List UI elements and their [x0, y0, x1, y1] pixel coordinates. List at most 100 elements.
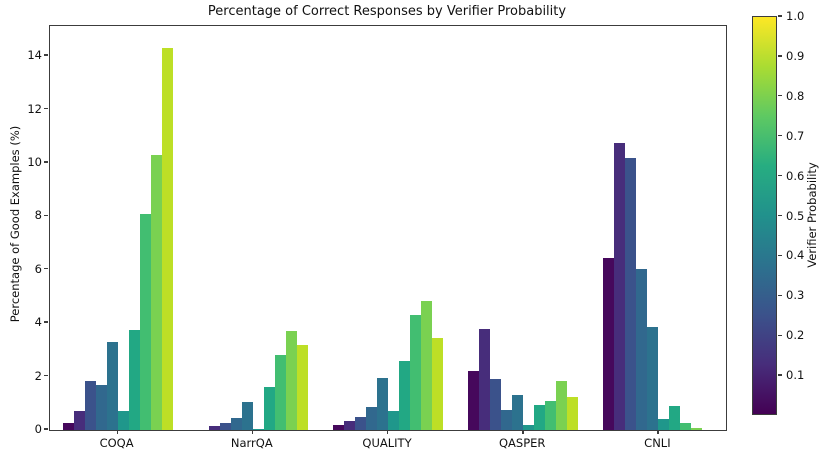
y-tick-mark — [44, 428, 48, 430]
y-tick-label-0: 0 — [34, 422, 42, 436]
bar-COQA-p0.25 — [84, 380, 96, 430]
bar-CNLI-p0.15 — [614, 143, 626, 430]
bar-QASPER-p0.35 — [501, 410, 513, 430]
bar-NarrQA-p0.25 — [219, 423, 231, 430]
bar-QUALITY-p0.75 — [410, 315, 421, 430]
bar-QUALITY-p0.15 — [344, 420, 355, 430]
colorbar-tick-mark — [778, 174, 782, 177]
y-tick-mark — [44, 374, 48, 377]
bar-CNLI-p0.45 — [647, 327, 659, 430]
colorbar-tick-mark — [778, 294, 782, 296]
bar-QUALITY-p0.55 — [388, 411, 399, 430]
bar-QUALITY-p0.25 — [355, 416, 366, 430]
y-tick-mark — [44, 268, 48, 270]
bar-CNLI-p0.85 — [691, 428, 703, 430]
colorbar-label: Verifier Probability — [805, 162, 819, 268]
bar-NarrQA-p0.35 — [230, 418, 242, 430]
x-tick-label-QUALITY: QUALITY — [362, 436, 412, 450]
colorbar-tick-label-0.4: 0.4 — [786, 248, 805, 263]
bar-COQA-p0.35 — [95, 384, 107, 430]
y-tick-mark — [44, 161, 48, 163]
bar-COQA-p0.75 — [139, 213, 151, 430]
colorbar-tick-label-0.6: 0.6 — [786, 168, 805, 183]
bar-COQA-p0.55 — [117, 411, 129, 430]
y-tick-label-6: 6 — [34, 261, 42, 276]
bar-QASPER-p0.95 — [567, 396, 579, 430]
bar-QASPER-p0.85 — [556, 380, 568, 430]
colorbar-tick-mark — [778, 95, 782, 97]
colorbar-tick-mark — [778, 374, 782, 376]
chart-title: Percentage of Correct Responses by Verif… — [207, 4, 567, 19]
y-tick-mark — [44, 54, 48, 56]
y-tick-label-4: 4 — [34, 315, 42, 330]
x-tick-mark — [657, 430, 659, 434]
colorbar-tick-label-0.3: 0.3 — [786, 288, 805, 303]
colorbar-tick-mark — [778, 334, 782, 336]
x-tick-label-NarrQA: NarrQA — [230, 436, 273, 450]
bar-COQA-p0.85 — [150, 155, 162, 430]
colorbar-tick-label-0.8: 0.8 — [786, 88, 805, 103]
colorbar-tick-mark — [778, 135, 782, 137]
bar-QASPER-p0.45 — [512, 395, 524, 430]
colorbar-tick-label-0.9: 0.9 — [786, 48, 805, 63]
colorbar — [752, 16, 777, 415]
y-tick-mark — [44, 107, 48, 110]
y-tick-label-2: 2 — [34, 368, 42, 383]
y-tick-label-12: 12 — [27, 101, 42, 116]
bar-QUALITY-p0.35 — [366, 407, 377, 430]
colorbar-tick-label-0.7: 0.7 — [786, 128, 805, 143]
bar-QASPER-p0.15 — [479, 328, 491, 430]
x-tick-label-QASPER: QASPER — [498, 436, 546, 450]
y-tick-label-8: 8 — [34, 208, 42, 223]
bar-QUALITY-p0.85 — [421, 300, 432, 430]
bar-QASPER-p0.05 — [468, 371, 480, 430]
bar-NarrQA-p0.15 — [208, 426, 220, 430]
bar-NarrQA-p0.55 — [252, 428, 264, 430]
bar-QUALITY-p0.05 — [333, 424, 344, 430]
bar-CNLI-p0.05 — [603, 257, 615, 430]
x-tick-mark — [522, 430, 524, 434]
colorbar-tick-mark — [778, 15, 782, 17]
y-tick-label-10: 10 — [27, 154, 42, 169]
bar-QUALITY-p0.45 — [377, 377, 388, 430]
bar-CNLI-p0.55 — [658, 419, 670, 430]
bar-NarrQA-p0.95 — [296, 344, 308, 430]
bar-QUALITY-p0.95 — [432, 337, 443, 430]
bar-COQA-p0.15 — [73, 411, 85, 430]
bar-NarrQA-p0.75 — [274, 355, 286, 430]
y-tick-mark — [44, 321, 48, 323]
bar-CNLI-p0.65 — [669, 406, 681, 430]
colorbar-tick-mark — [778, 214, 782, 217]
plot-area — [49, 25, 727, 431]
bar-NarrQA-p0.45 — [241, 402, 253, 430]
bar-NarrQA-p0.65 — [263, 387, 275, 430]
colorbar-tick-mark — [778, 55, 782, 57]
bar-COQA-p0.05 — [62, 423, 74, 430]
bar-QASPER-p0.65 — [534, 404, 546, 430]
colorbar-tick-label-1: 1.0 — [786, 9, 805, 23]
bar-COQA-p0.65 — [128, 329, 140, 430]
x-tick-mark — [116, 430, 118, 434]
colorbar-tick-label-0.5: 0.5 — [786, 208, 805, 223]
x-tick-label-CNLI: CNLI — [644, 436, 671, 450]
bar-QASPER-p0.75 — [545, 400, 557, 430]
bar-QASPER-p0.55 — [523, 424, 535, 430]
bar-NarrQA-p0.85 — [285, 331, 297, 430]
bar-COQA-p0.45 — [106, 341, 118, 430]
bar-CNLI-p0.25 — [625, 157, 637, 430]
colorbar-tick-label-0.2: 0.2 — [786, 328, 805, 343]
x-tick-mark — [251, 430, 254, 434]
y-tick-label-14: 14 — [27, 48, 42, 63]
x-tick-mark — [387, 430, 389, 434]
bar-QASPER-p0.25 — [490, 379, 502, 430]
x-tick-label-COQA: COQA — [99, 436, 134, 450]
bar-QUALITY-p0.65 — [399, 360, 410, 430]
bar-COQA-p0.95 — [161, 48, 173, 430]
bar-CNLI-p0.75 — [680, 423, 692, 430]
colorbar-tick-mark — [778, 254, 782, 257]
y-axis-label: Percentage of Good Examples (%) — [8, 125, 22, 323]
bar-CNLI-p0.35 — [636, 268, 648, 430]
y-tick-mark — [44, 214, 48, 217]
colorbar-tick-label-0.1: 0.1 — [786, 368, 805, 383]
